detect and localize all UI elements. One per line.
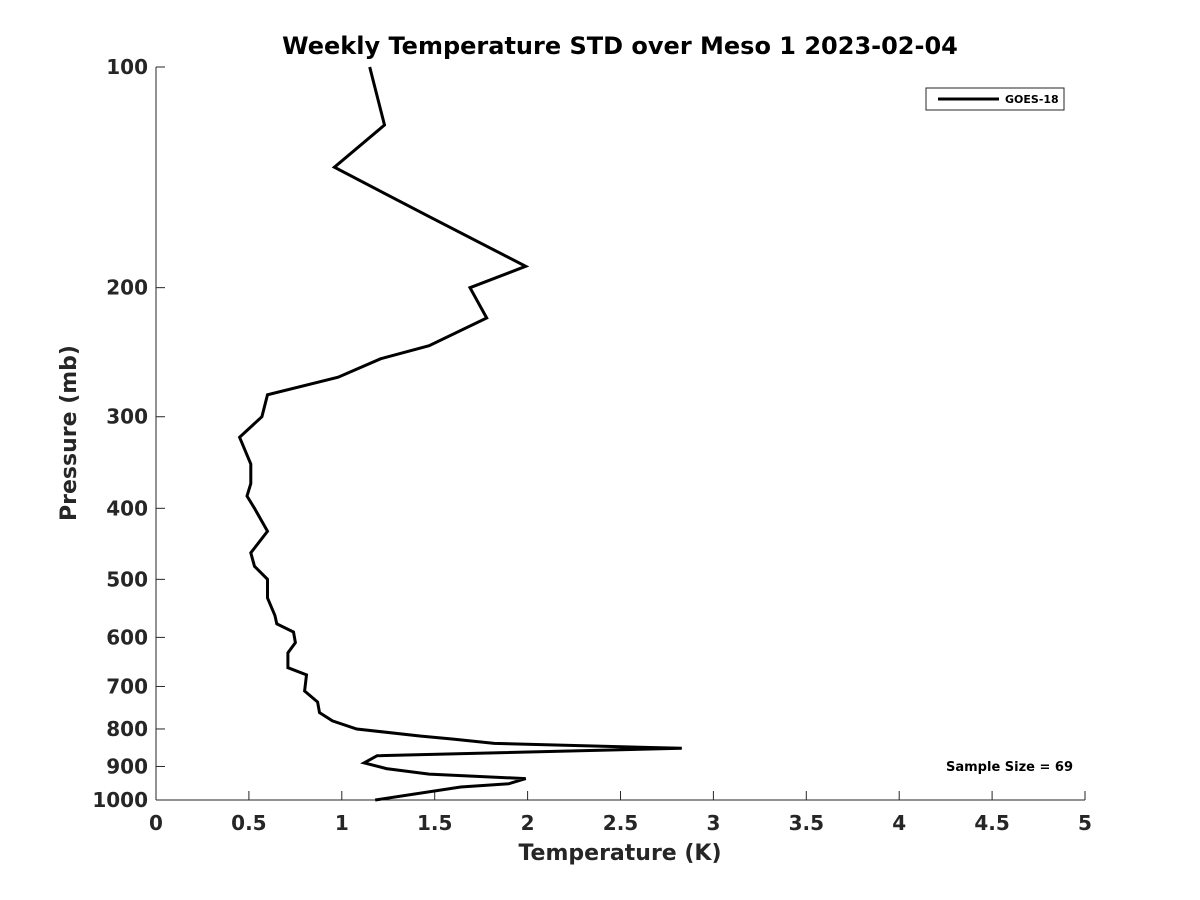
series-layer	[237, 66, 682, 802]
y-axis-title: Pressure (mb)	[57, 345, 82, 521]
x-tick-label: 4	[892, 811, 906, 835]
y-tick-label: 700	[106, 674, 148, 698]
x-ticks: 0 0.5 1 1.5 2 2.5 3 3.5 4 4.5 5	[149, 791, 1092, 835]
x-tick-label: 1.5	[417, 811, 452, 835]
x-axis-title: Temperature (K)	[518, 841, 721, 866]
y-tick-label: 400	[106, 496, 148, 520]
y-ticks: 100 200 300 400 500 600 700 800 900 1000	[92, 55, 165, 812]
x-tick-label: 0	[149, 811, 163, 835]
sample-size-annotation: Sample Size = 69	[946, 760, 1073, 775]
x-tick-label: 2.5	[603, 811, 638, 835]
y-tick-label: 900	[106, 754, 148, 778]
y-tick-label: 300	[106, 405, 148, 429]
x-tick-label: 1	[335, 811, 349, 835]
y-tick-label: 600	[106, 625, 148, 649]
x-tick-label: 2	[521, 811, 535, 835]
legend-label: GOES-18	[1005, 93, 1059, 106]
plot-area: 0 0.5 1 1.5 2 2.5 3 3.5 4 4.5 5 100 200 300 400 500 600…	[92, 55, 1092, 835]
y-tick-label: 800	[106, 717, 148, 741]
y-tick-label: 200	[106, 276, 148, 300]
legend: GOES-18	[925, 87, 1065, 111]
y-tick-label: 500	[106, 567, 148, 591]
x-tick-label: 0.5	[231, 811, 266, 835]
y-tick-label: 1000	[92, 788, 148, 812]
x-tick-label: 3	[706, 811, 720, 835]
series-line-0	[237, 66, 682, 802]
x-tick-label: 4.5	[974, 811, 1009, 835]
x-tick-label: 3.5	[789, 811, 824, 835]
y-tick-label: 100	[106, 55, 148, 79]
chart-title: Weekly Temperature STD over Meso 1 2023-…	[282, 32, 958, 60]
x-tick-label: 5	[1078, 811, 1092, 835]
